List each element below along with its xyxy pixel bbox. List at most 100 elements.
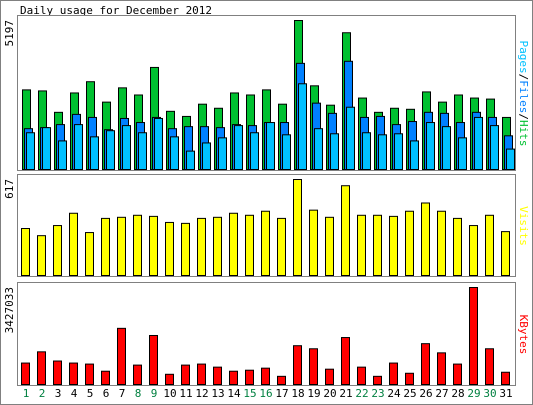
bar	[21, 228, 30, 277]
bar	[53, 360, 62, 385]
legend-entry: Hits	[517, 120, 530, 147]
x-tick-label: 22	[355, 387, 368, 400]
y-tick-label: 5197	[3, 20, 16, 47]
bar	[426, 122, 435, 170]
x-tick-label: 20	[323, 387, 336, 400]
bar	[106, 130, 115, 171]
x-tick-label: 12	[195, 387, 208, 400]
bar	[181, 222, 190, 276]
bar	[21, 362, 30, 386]
x-tick-label: 30	[483, 387, 496, 400]
bar	[293, 345, 302, 386]
bar	[42, 127, 51, 170]
bar	[101, 370, 110, 385]
x-tick-label: 29	[467, 387, 480, 400]
bar	[165, 221, 174, 276]
bar	[314, 128, 323, 170]
bar	[26, 132, 35, 171]
bar	[474, 116, 483, 170]
bar	[437, 352, 446, 385]
bar	[37, 235, 46, 277]
bar	[122, 125, 131, 170]
x-tick-label: 2	[39, 387, 46, 400]
bar	[234, 125, 243, 170]
bar	[357, 366, 366, 385]
bar	[138, 132, 147, 171]
bar	[405, 372, 414, 386]
bar	[170, 136, 179, 171]
bar	[325, 216, 334, 276]
x-tick-label: 9	[151, 387, 158, 400]
x-tick-label: 3	[55, 387, 62, 400]
bar	[149, 334, 158, 385]
bar	[410, 140, 419, 170]
bar	[501, 371, 510, 385]
bar	[133, 214, 142, 276]
x-tick-label: 1	[23, 387, 30, 400]
bar	[394, 133, 403, 171]
x-tick-label: 4	[71, 387, 78, 400]
x-tick-label: 19	[307, 387, 320, 400]
bar	[202, 142, 211, 170]
bar	[101, 217, 110, 276]
bar	[85, 363, 94, 386]
x-tick-label: 28	[451, 387, 464, 400]
bar	[250, 132, 259, 171]
bar	[421, 343, 430, 385]
bar	[218, 137, 227, 171]
bar	[378, 134, 387, 171]
bar	[85, 232, 94, 277]
legend-entry: Files	[517, 80, 530, 113]
bar	[341, 337, 350, 385]
legend-entry: Pages	[517, 41, 530, 74]
bar	[298, 83, 307, 170]
bar	[282, 134, 291, 171]
legend: Visits	[517, 206, 530, 246]
x-tick-label: 24	[387, 387, 401, 400]
bar	[149, 215, 158, 276]
bar	[69, 212, 78, 276]
bar	[421, 202, 430, 276]
bar	[261, 367, 270, 386]
x-tick-label: 13	[211, 387, 224, 400]
bar	[74, 124, 83, 170]
legend-separator: /	[517, 113, 530, 120]
bar	[389, 215, 398, 276]
bar	[357, 214, 366, 276]
x-tick-label: 27	[435, 387, 448, 400]
bar	[373, 214, 382, 276]
x-tick-label: 26	[419, 387, 432, 400]
bar	[389, 362, 398, 386]
bar	[453, 363, 462, 386]
bar	[117, 327, 126, 386]
bar	[341, 185, 350, 276]
x-tick-label: 17	[275, 387, 288, 400]
bar	[485, 348, 494, 385]
bar	[133, 364, 142, 385]
bar	[213, 366, 222, 385]
bar	[501, 231, 510, 277]
bar	[261, 210, 270, 276]
bar	[245, 214, 254, 276]
bar	[453, 217, 462, 276]
chart-title: Daily usage for December 2012	[20, 4, 212, 17]
bar	[181, 364, 190, 385]
x-tick-label: 15	[243, 387, 256, 400]
x-tick-label: 16	[259, 387, 272, 400]
x-tick-label: 21	[339, 387, 352, 400]
bar	[229, 370, 238, 385]
bar	[293, 179, 302, 276]
x-tick-label: 5	[87, 387, 94, 400]
bar	[346, 106, 355, 170]
bar	[485, 214, 494, 276]
bar	[229, 212, 238, 276]
bar	[469, 287, 478, 385]
bar	[490, 125, 499, 170]
bar	[197, 217, 206, 276]
bar	[442, 126, 451, 170]
bar	[309, 209, 318, 276]
x-tick-label: 23	[371, 387, 384, 400]
x-tick-label: 8	[135, 387, 142, 400]
x-tick-label: 31	[499, 387, 512, 400]
